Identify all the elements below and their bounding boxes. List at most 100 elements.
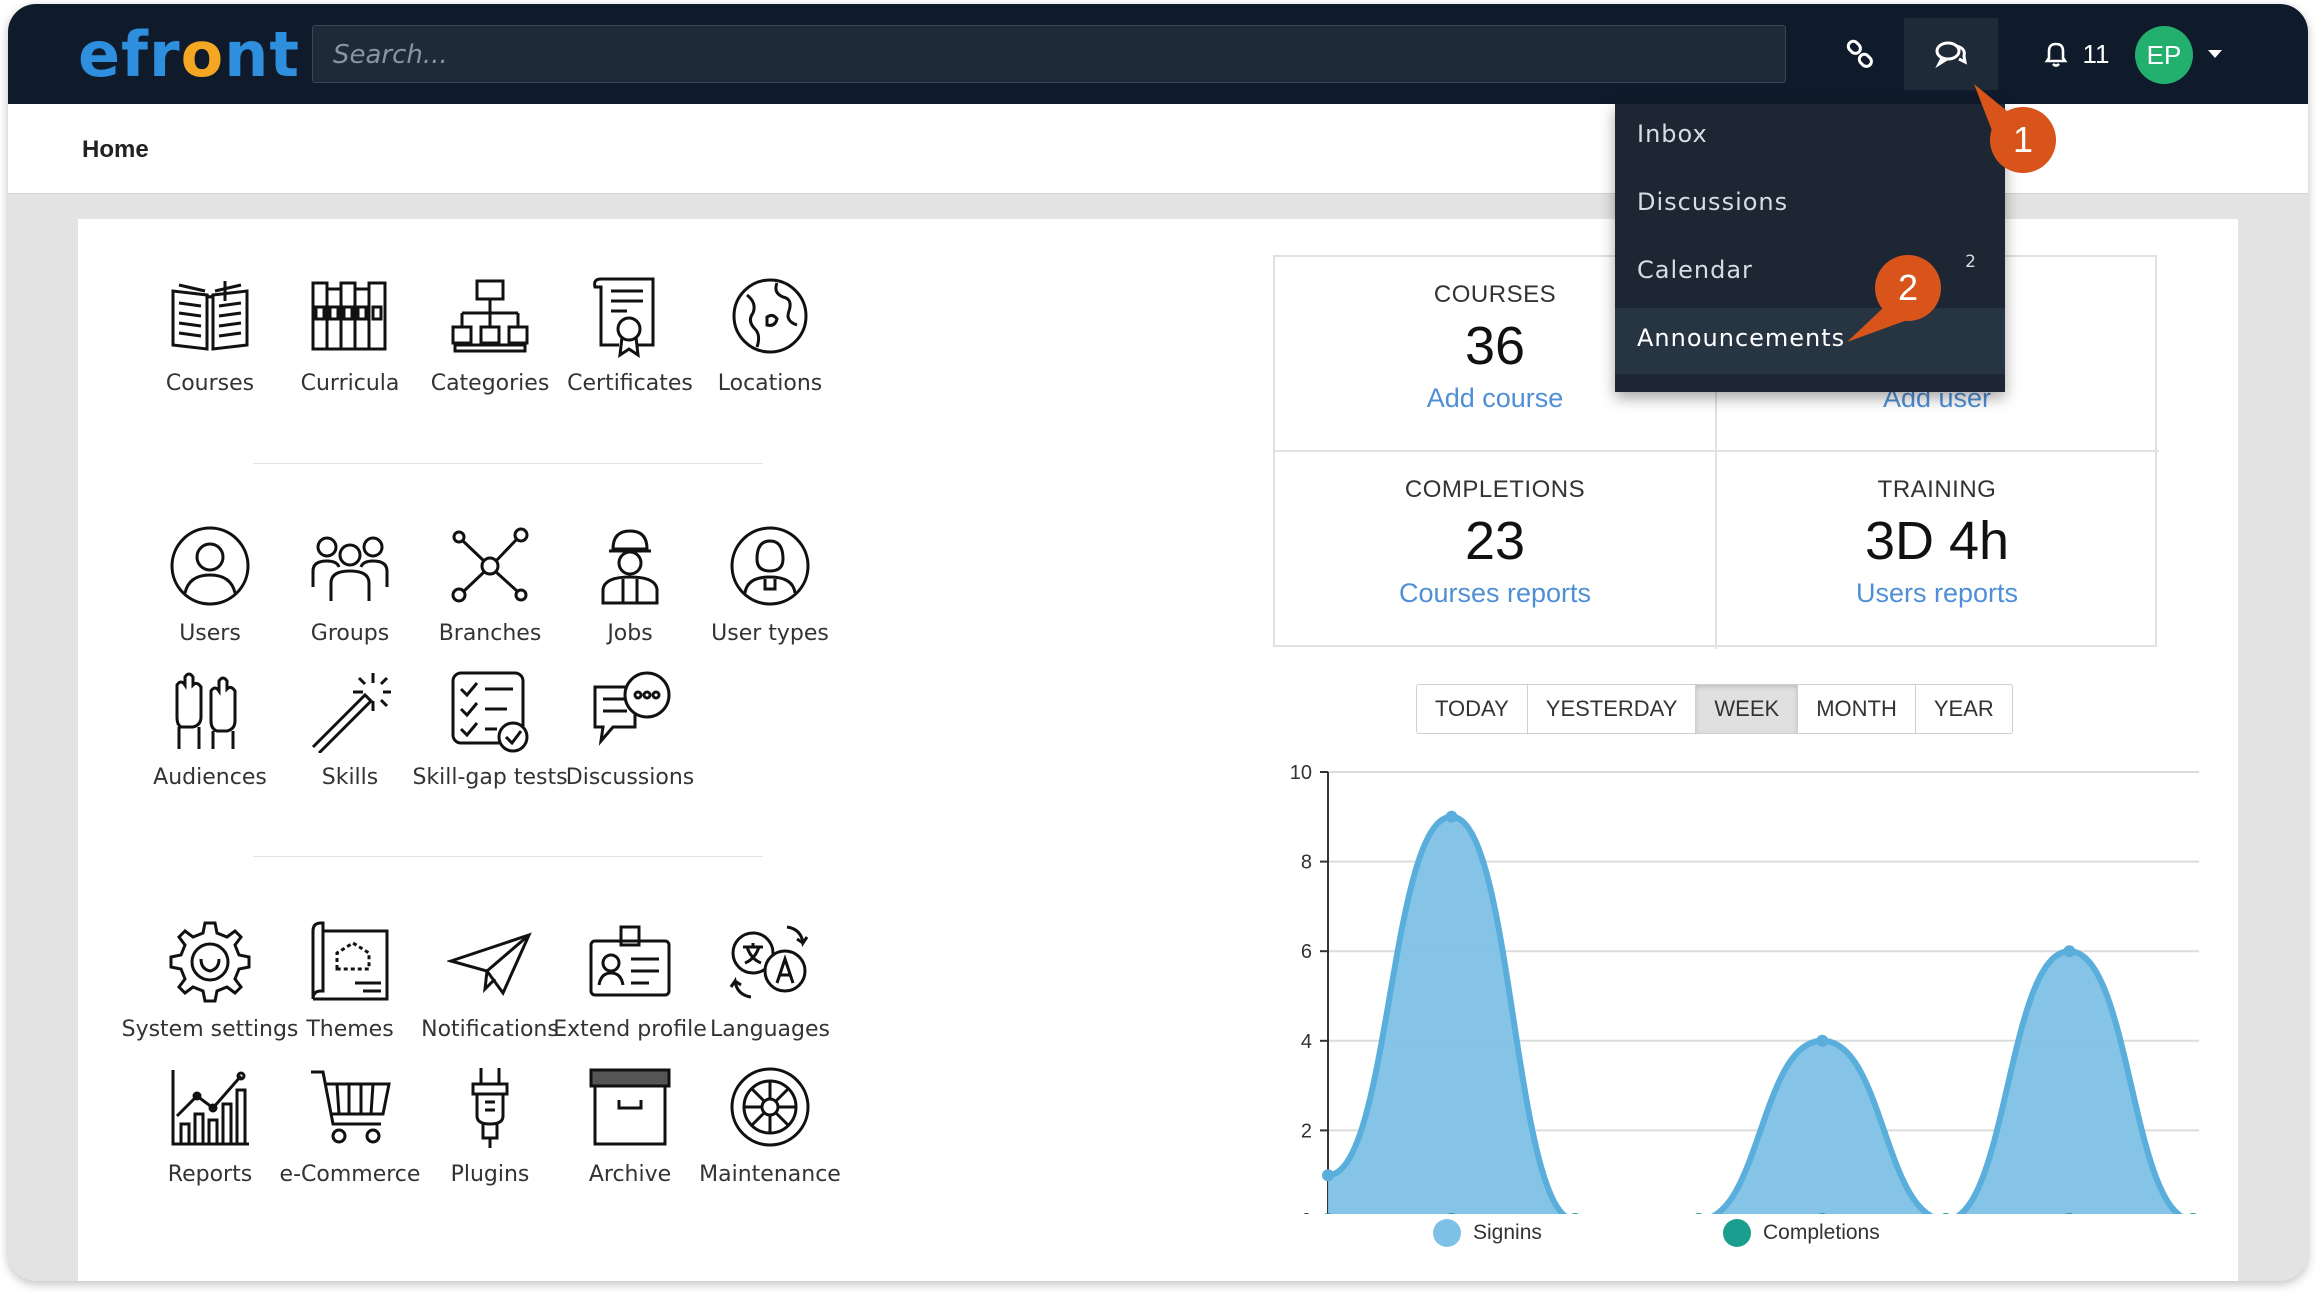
tile-notifications[interactable]: Notifications [390, 919, 590, 1049]
data-point-completions [1571, 1213, 1579, 1214]
tile-user-types[interactable]: User types [670, 523, 870, 653]
tile-categories[interactable]: Categories [390, 273, 590, 403]
callout-marker-2: 2 [1847, 255, 1941, 342]
tile-themes[interactable]: Themes [250, 919, 450, 1049]
menu-item-discussions[interactable]: Discussions [1637, 188, 1789, 216]
data-point-completions [1695, 1213, 1703, 1214]
bookshelf-icon [311, 281, 387, 351]
tile-jobs[interactable]: Jobs [530, 523, 730, 653]
add-course-link[interactable]: Add course [1426, 383, 1564, 413]
tile-label: Languages [709, 1017, 831, 1042]
tile-audiences[interactable]: Audiences [110, 667, 310, 797]
y-tick-label: 2 [1301, 1120, 1312, 1142]
period-week-button[interactable]: WEEK [1696, 685, 1799, 733]
tile-discussions[interactable]: Discussions [530, 667, 730, 797]
stat-caption: TRAINING [1877, 476, 1997, 503]
tile-languages[interactable]: Languages [670, 919, 870, 1049]
efront-logo[interactable]: efront [78, 18, 300, 91]
legend-swatch [1723, 1219, 1751, 1247]
user-icon [170, 526, 250, 606]
legend-completions[interactable]: Completions [1723, 1219, 1880, 1247]
courses-reports-link[interactable]: Courses reports [1398, 578, 1592, 608]
book-icon [171, 281, 249, 351]
tile-label: Maintenance [699, 1162, 841, 1187]
avatar[interactable]: EP [2135, 26, 2193, 84]
data-point-signins [1445, 810, 1458, 823]
tile-reports[interactable]: Reports [110, 1064, 310, 1194]
dashboard-card: Courses Curricula Categories Certificate… [78, 219, 2238, 1281]
divider [253, 463, 763, 464]
data-point-completions [1324, 1213, 1332, 1214]
tile-label: System settings [121, 1017, 299, 1042]
plug-icon [471, 1068, 509, 1148]
menu-item-calendar[interactable]: Calendar 2 [1637, 252, 1977, 284]
legend-label: Signins [1473, 1221, 1542, 1244]
tile-branches[interactable]: Branches [390, 523, 590, 653]
stat-caption: COURSES [1433, 281, 1557, 308]
tile-plugins[interactable]: Plugins [390, 1064, 590, 1194]
link-icon[interactable] [1824, 18, 1896, 90]
caret-down-icon[interactable] [2208, 50, 2222, 58]
tile-courses[interactable]: Courses [110, 273, 310, 403]
y-tick-label: 8 [1301, 852, 1312, 874]
notifications-button[interactable]: 11 [2020, 18, 2130, 90]
tile-label: Users [179, 621, 241, 646]
tile-maintenance[interactable]: Maintenance [670, 1064, 870, 1194]
tile-e-commerce[interactable]: e-Commerce [250, 1064, 450, 1194]
translate-icon [729, 925, 809, 999]
tile-label: Locations [717, 371, 823, 396]
gear-icon [169, 921, 251, 1003]
worker-icon [601, 529, 659, 605]
menu-item-announcements[interactable]: Announcements [1615, 308, 2005, 374]
stat-courses: COURSES 36 Add course [1275, 257, 1715, 452]
id-card-icon [589, 925, 671, 997]
raised-hands-icon [175, 672, 237, 749]
shopping-cart-icon [311, 1070, 391, 1144]
divider [253, 856, 763, 857]
stat-value: 3D 4h [1864, 511, 2010, 571]
tile-label: Notifications [421, 1017, 559, 1042]
tile-label: Courses [165, 371, 255, 396]
data-point-completions [1818, 1213, 1826, 1214]
breadcrumb[interactable]: Home [82, 136, 149, 163]
menu-item-inbox[interactable]: Inbox [1637, 120, 1708, 148]
tile-label: Extend profile [553, 1017, 707, 1042]
tile-skills[interactable]: Skills [250, 667, 450, 797]
users-reports-link[interactable]: Users reports [1855, 578, 2019, 608]
tile-label: User types [711, 621, 829, 646]
tile-label: e-Commerce [279, 1162, 421, 1187]
data-point-completions [1447, 1213, 1456, 1214]
tile-users[interactable]: Users [110, 523, 310, 653]
stat-value: 36 [1464, 316, 1526, 376]
data-point-signins [2063, 945, 2076, 958]
legend-label: Completions [1763, 1221, 1880, 1244]
tile-archive[interactable]: Archive [530, 1064, 730, 1194]
legend-signins[interactable]: Signins [1433, 1219, 1542, 1247]
user-badge-icon [730, 526, 810, 606]
tile-certificates[interactable]: Certificates [530, 273, 730, 403]
search-input[interactable]: Search... [312, 25, 1786, 83]
period-year-button[interactable]: YEAR [1933, 696, 1994, 721]
chat-bubbles-icon[interactable] [1904, 18, 1998, 90]
tile-skill-gap-tests[interactable]: Skill-gap tests [390, 667, 590, 797]
tile-label: Branches [438, 621, 542, 646]
period-month-button[interactable]: MONTH [1798, 685, 1916, 733]
divider [1275, 450, 2159, 452]
tile-label: Reports [167, 1162, 253, 1187]
tile-locations[interactable]: Locations [670, 273, 870, 403]
tile-system-settings[interactable]: System settings [110, 919, 310, 1049]
chart-legend: Signins Completions [1433, 1219, 2033, 1259]
checklist-icon [451, 671, 529, 753]
stat-completions: COMPLETIONS 23 Courses reports [1275, 452, 1715, 647]
period-today-button[interactable]: TODAY [1417, 685, 1528, 733]
callout-number: 2 [1898, 267, 1918, 308]
tile-label: Skill-gap tests [412, 765, 568, 790]
data-point-completions [2065, 1213, 2074, 1214]
tile-extend-profile[interactable]: Extend profile [530, 919, 730, 1049]
tile-groups[interactable]: Groups [250, 523, 450, 653]
period-yesterday-button[interactable]: YESTERDAY [1528, 685, 1697, 733]
tile-label: Plugins [450, 1162, 530, 1187]
maintenance-wheel-icon [730, 1067, 810, 1147]
tile-curricula[interactable]: Curricula [250, 273, 450, 403]
stat-caption: COMPLETIONS [1404, 476, 1586, 503]
